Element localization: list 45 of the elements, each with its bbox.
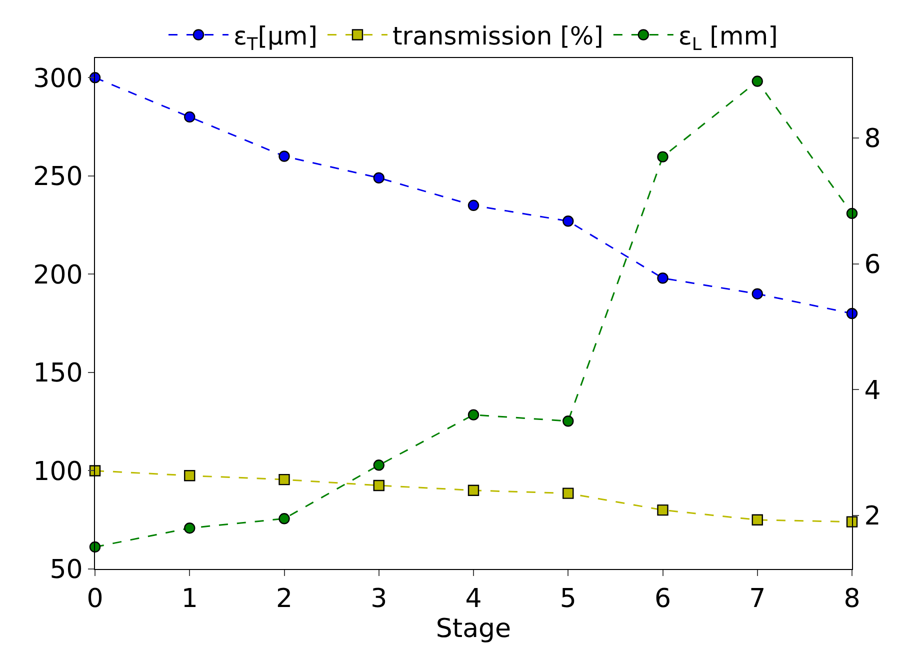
point xyxy=(373,172,384,184)
point xyxy=(752,514,763,526)
x-tick-label: 1 xyxy=(181,584,198,614)
x-tick-label: 8 xyxy=(844,584,860,614)
point xyxy=(657,272,668,284)
y-tick-label: 300 xyxy=(33,64,83,94)
point xyxy=(468,200,480,211)
y-tick-label: 200 xyxy=(33,260,83,290)
point xyxy=(468,409,480,420)
x-tick-label: 0 xyxy=(86,584,104,614)
x-axis-title: Stage xyxy=(436,614,512,644)
point xyxy=(562,416,574,427)
point xyxy=(278,474,290,486)
x-tick-label: 7 xyxy=(749,584,766,614)
y2-tick-label: 2 xyxy=(864,502,881,532)
x-tick-label: 2 xyxy=(276,584,293,614)
point xyxy=(184,111,196,123)
point xyxy=(562,216,574,227)
point xyxy=(657,151,668,162)
legend-label: transmission [%] xyxy=(392,22,604,50)
legend-label: ε$_{L}$ [mm] xyxy=(678,22,778,55)
y-tick-label: 50 xyxy=(50,555,83,586)
point xyxy=(657,504,668,516)
y-tick-label: 100 xyxy=(33,456,83,487)
x-tick-label: 3 xyxy=(370,584,388,614)
legend-label: ε$_{T}$[μm] xyxy=(234,22,318,55)
point xyxy=(373,460,384,471)
y-tick-label: 250 xyxy=(33,162,83,192)
y-tick-label: 150 xyxy=(33,358,83,389)
x-tick-label: 6 xyxy=(654,584,672,614)
point xyxy=(184,470,196,482)
y2-tick-label: 6 xyxy=(864,250,881,280)
point xyxy=(846,516,858,528)
y2-tick-label: 4 xyxy=(864,376,881,406)
point xyxy=(184,522,196,534)
point xyxy=(278,150,290,162)
x-tick-label: 4 xyxy=(465,584,482,614)
y2-tick-label: 8 xyxy=(864,124,881,154)
point xyxy=(752,288,763,300)
point xyxy=(752,76,763,87)
point xyxy=(468,484,480,496)
point xyxy=(278,513,290,524)
point xyxy=(562,488,574,499)
point xyxy=(373,480,384,492)
x-tick-label: 5 xyxy=(560,584,576,614)
